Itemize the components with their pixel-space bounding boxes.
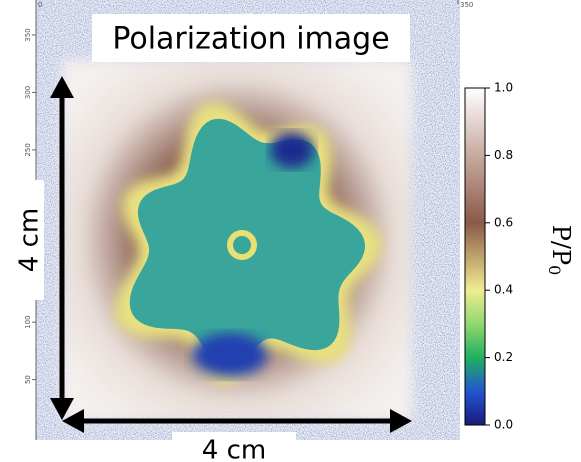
colorbar-tick-label: 1.0 xyxy=(494,81,513,95)
left-tick-label: 100 xyxy=(24,315,32,328)
polarization-image: Polarization image xyxy=(36,0,460,440)
colorbar-tick-label: 0.6 xyxy=(494,215,513,229)
title: Polarization image xyxy=(112,22,389,57)
figure: Polarization image 0 350 350 300 250 100 50 4 … xyxy=(0,0,581,462)
left-tick-label: 300 xyxy=(24,86,32,99)
blue-spot xyxy=(192,333,268,377)
colorbar-tick-label: 0.2 xyxy=(494,350,513,364)
colorbar-tick-label: 0.0 xyxy=(494,418,513,432)
top-tick-label: 350 xyxy=(460,1,473,9)
vertical-scale-label: 4 cm xyxy=(15,208,45,272)
horizontal-scale-label: 4 cm xyxy=(202,436,266,462)
left-tick-label: 50 xyxy=(24,375,32,384)
colorbar-tick-label: 0.4 xyxy=(494,283,513,297)
left-tick-label: 250 xyxy=(24,143,32,156)
colorbar-label-main: P/P xyxy=(548,225,576,265)
colorbar xyxy=(465,88,485,425)
blue-spot xyxy=(270,132,314,168)
left-tick-label: 350 xyxy=(24,28,32,41)
top-tick-label: 0 xyxy=(38,1,42,9)
colorbar-label-subscript: 0 xyxy=(546,265,565,275)
colorbar-tick-label: 0.8 xyxy=(494,148,513,162)
colorbar-label: P/P0 xyxy=(546,225,576,276)
